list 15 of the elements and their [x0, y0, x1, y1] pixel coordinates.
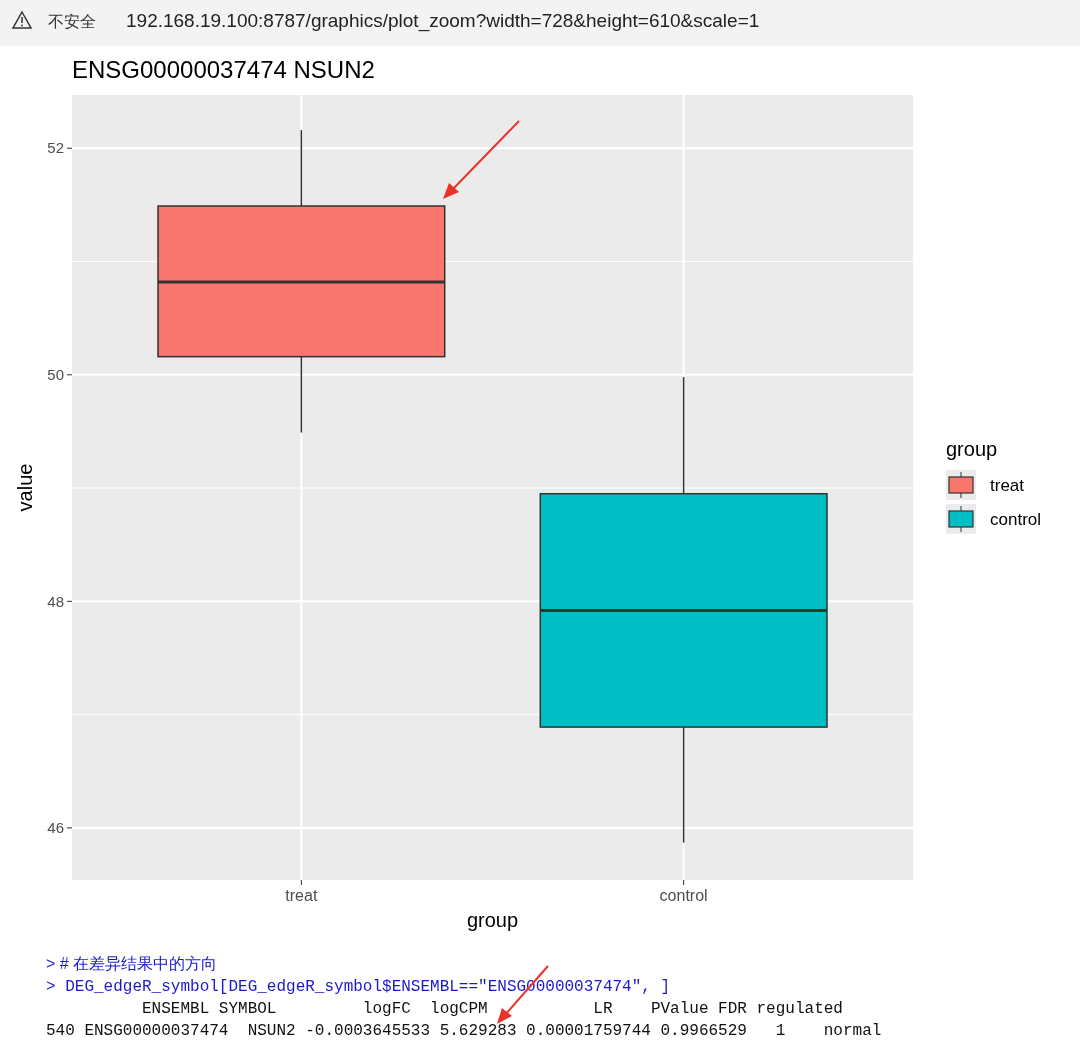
- text: 540 ENSG00000037474 NSUN2 -0.0003645533 5.629283 0.00001759744 0.9966529 1 normal: [46, 1022, 882, 1040]
- y-axis-title: value: [14, 463, 36, 512]
- legend-label: treat: [990, 475, 1025, 495]
- legend-label: control: [990, 509, 1042, 529]
- y-tick-label: 50: [47, 366, 64, 384]
- text: ENSEMBL SYMBOL logFC logCPM LR PValue FDR regulated: [46, 1000, 843, 1018]
- legend-title: group: [946, 438, 998, 460]
- text: 192.168.19.100:8787/graphics/plot_zoom?width=728&height=610&scale=1: [126, 10, 760, 32]
- chart-title: ENSG00000037474 NSUN2: [72, 56, 375, 83]
- x-axis-title: group: [466, 909, 519, 931]
- y-tick-label: 46: [47, 819, 64, 837]
- text: > # 在差异结果中的方向: [46, 955, 218, 972]
- y-tick-label: 52: [47, 139, 64, 157]
- y-tick-label: 48: [47, 592, 64, 610]
- text: 不安全: [48, 13, 96, 30]
